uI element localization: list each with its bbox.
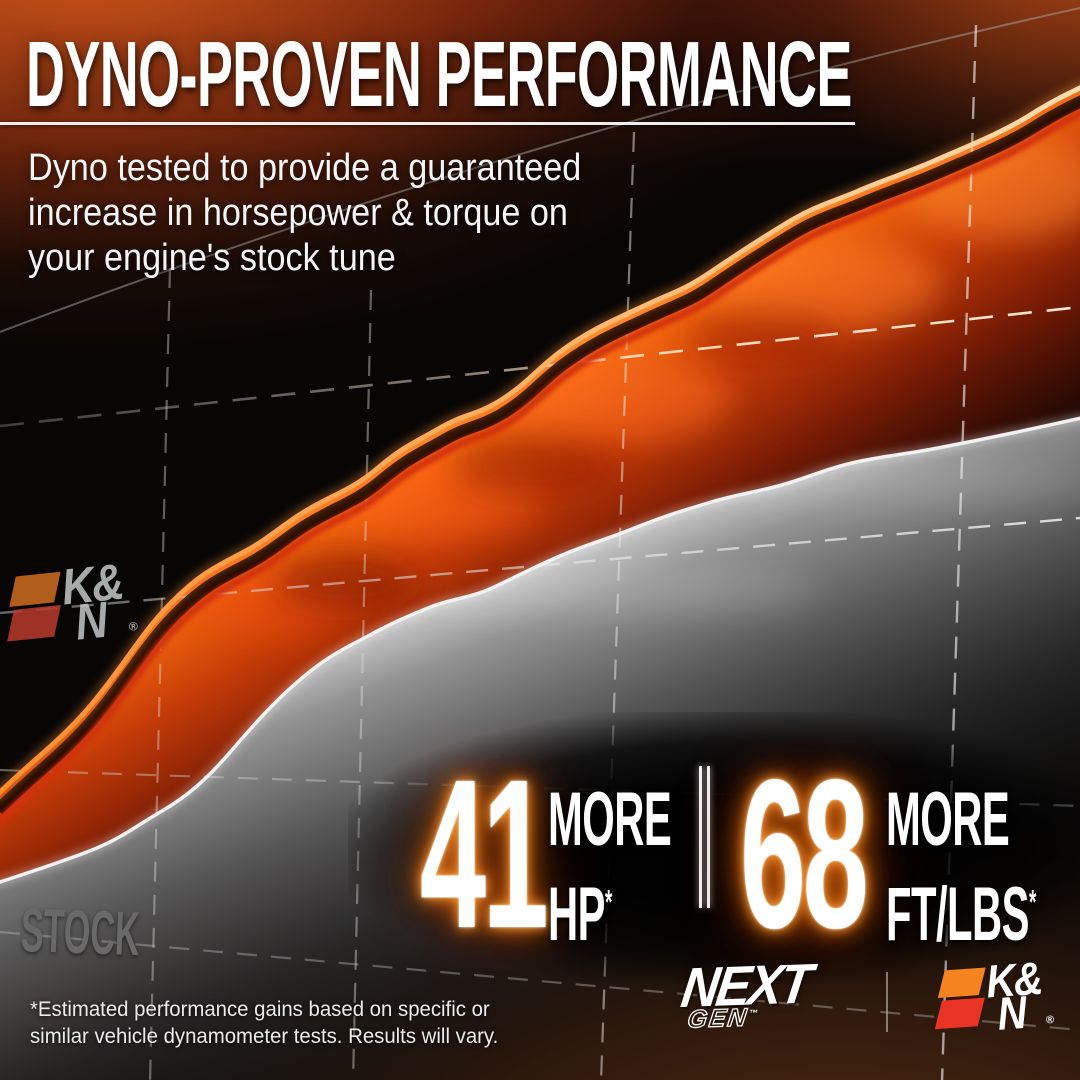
subtitle: Dyno tested to provide a guaranteed incr…: [28, 146, 581, 282]
footnote-line-2: similar vehicle dynamometer tests. Resul…: [30, 1025, 499, 1049]
diagonal-solid-gridline: [0, 7, 1080, 333]
nextgen-next-text: NEXT: [677, 951, 814, 1019]
kn-red-bar-icon: [7, 604, 61, 642]
divider-bar: [707, 766, 710, 908]
torque-gain-value: 68: [740, 735, 869, 972]
stats-backdrop: [348, 712, 1080, 984]
page-title: DYNO-PROVEN PERFORMANCE: [26, 22, 852, 126]
kn-red-bar-icon: [934, 997, 985, 1030]
hp-unit-label: HP*: [548, 872, 613, 957]
kn-orange-bar-icon: [937, 967, 986, 998]
vertical-gridline-1: [148, 267, 172, 1080]
horizontal-gridline-1: [0, 305, 1080, 428]
torque-gain-labels: MORE FT/LBS*: [886, 772, 1036, 962]
registered-mark: ®: [128, 620, 139, 635]
title-underline: [0, 122, 855, 125]
torque-more-label: MORE: [886, 777, 1010, 862]
kn-logo-watermark: K& N ®: [6, 552, 157, 653]
footnote-line-1: *Estimated performance gains based on sp…: [30, 998, 490, 1021]
footnote: *Estimated performance gains based on sp…: [30, 996, 498, 1051]
kn-orange-bar-icon: [9, 571, 61, 608]
subtitle-line-1: Dyno tested to provide a guaranteed: [28, 147, 582, 189]
hp-gain-value: 41: [420, 735, 549, 972]
torque-unit-label: FT/LBS*: [886, 872, 1037, 957]
hp-gain-labels: MORE HP*: [548, 772, 672, 962]
registered-mark: ®: [1045, 1013, 1055, 1027]
kn-letters-bottom: N: [995, 985, 1027, 1040]
horizontal-gridline-4: [0, 930, 1080, 1032]
footer-logo-divider: [886, 972, 888, 1032]
nextgen-logo: NEXT GEN™: [675, 951, 824, 1035]
stock-curve-label: STOCK: [19, 896, 141, 970]
stats-divider: [699, 766, 710, 908]
subtitle-line-3: your engine's stock tune: [28, 237, 396, 280]
torque-asterisk: *: [1028, 883, 1037, 922]
subtitle-line-2: increase in horsepower & torque on: [28, 192, 568, 235]
kn-letters-bottom: N: [72, 590, 109, 651]
kn-logo-footer: K& N ®: [934, 952, 1071, 1040]
divider-bar: [699, 766, 702, 908]
hp-more-label: MORE: [548, 777, 672, 862]
hp-asterisk: *: [604, 883, 613, 922]
